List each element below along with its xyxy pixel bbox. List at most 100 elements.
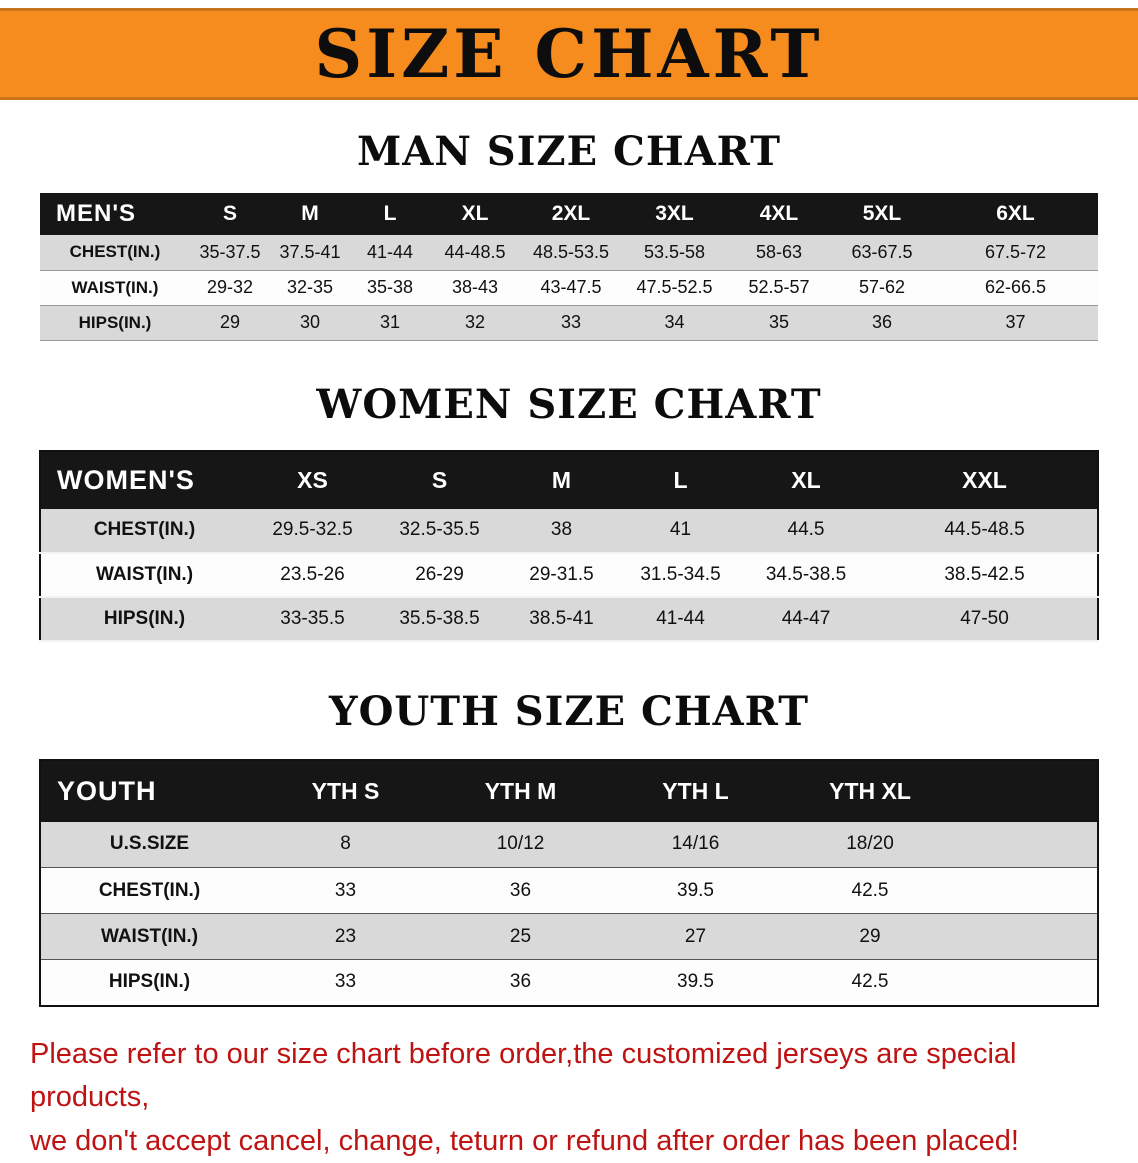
youth-hips-row: HIPS(IN.) 33 36 39.5 42.5 bbox=[40, 960, 1098, 1006]
size-cell: 27 bbox=[608, 914, 783, 960]
size-cell: 42.5 bbox=[783, 868, 1098, 914]
size-cell: 31 bbox=[350, 305, 430, 340]
size-cell: 29 bbox=[190, 305, 270, 340]
col-header-4xl: 4XL bbox=[727, 193, 831, 235]
col-header-l: L bbox=[621, 451, 740, 509]
col-header-m: M bbox=[502, 451, 621, 509]
title-banner: SIZE CHART bbox=[0, 8, 1138, 100]
size-cell: 43-47.5 bbox=[520, 270, 622, 305]
col-header-6xl: 6XL bbox=[933, 193, 1098, 235]
row-label-waist: WAIST(IN.) bbox=[40, 270, 190, 305]
size-cell: 63-67.5 bbox=[831, 235, 933, 270]
women-waist-row: WAIST(IN.) 23.5-26 26-29 29-31.5 31.5-34… bbox=[40, 553, 1098, 597]
women-chest-row: CHEST(IN.) 29.5-32.5 32.5-35.5 38 41 44.… bbox=[40, 509, 1098, 553]
size-cell: 8 bbox=[258, 822, 433, 868]
size-cell: 67.5-72 bbox=[933, 235, 1098, 270]
youth-size-table: YOUTH YTH S YTH M YTH L YTH XL U.S.SIZE … bbox=[39, 759, 1099, 1007]
size-cell: 47-50 bbox=[872, 597, 1098, 641]
col-header-l: L bbox=[350, 193, 430, 235]
men-hips-row: HIPS(IN.) 29 30 31 32 33 34 35 36 37 bbox=[40, 305, 1098, 340]
size-cell: 32 bbox=[430, 305, 520, 340]
size-cell: 32-35 bbox=[270, 270, 350, 305]
size-cell: 23 bbox=[258, 914, 433, 960]
row-label-chest: CHEST(IN.) bbox=[40, 868, 258, 914]
youth-header-row: YOUTH YTH S YTH M YTH L YTH XL bbox=[40, 760, 1098, 822]
col-header-3xl: 3XL bbox=[622, 193, 727, 235]
row-label-waist: WAIST(IN.) bbox=[40, 914, 258, 960]
size-cell: 52.5-57 bbox=[727, 270, 831, 305]
women-hips-row: HIPS(IN.) 33-35.5 35.5-38.5 38.5-41 41-4… bbox=[40, 597, 1098, 641]
col-header-yth-m: YTH M bbox=[433, 760, 608, 822]
size-cell: 38.5-41 bbox=[502, 597, 621, 641]
row-label-us-size: U.S.SIZE bbox=[40, 822, 258, 868]
size-cell: 33 bbox=[520, 305, 622, 340]
col-header-yth-xl: YTH XL bbox=[783, 760, 1098, 822]
women-table-label: WOMEN'S bbox=[40, 451, 248, 509]
size-cell: 34.5-38.5 bbox=[740, 553, 872, 597]
size-cell: 30 bbox=[270, 305, 350, 340]
size-cell: 57-62 bbox=[831, 270, 933, 305]
col-header-5xl: 5XL bbox=[831, 193, 933, 235]
size-cell: 39.5 bbox=[608, 960, 783, 1006]
col-header-yth-l: YTH L bbox=[608, 760, 783, 822]
men-header-row: MEN'S S M L XL 2XL 3XL 4XL 5XL 6XL bbox=[40, 193, 1098, 235]
size-cell: 10/12 bbox=[433, 822, 608, 868]
col-header-xl: XL bbox=[430, 193, 520, 235]
size-cell: 33 bbox=[258, 868, 433, 914]
size-cell: 37 bbox=[933, 305, 1098, 340]
size-cell: 44.5-48.5 bbox=[872, 509, 1098, 553]
size-cell: 48.5-53.5 bbox=[520, 235, 622, 270]
size-cell: 14/16 bbox=[608, 822, 783, 868]
size-cell: 41-44 bbox=[621, 597, 740, 641]
men-waist-row: WAIST(IN.) 29-32 32-35 35-38 38-43 43-47… bbox=[40, 270, 1098, 305]
size-cell: 31.5-34.5 bbox=[621, 553, 740, 597]
men-chest-row: CHEST(IN.) 35-37.5 37.5-41 41-44 44-48.5… bbox=[40, 235, 1098, 270]
col-header-yth-s: YTH S bbox=[258, 760, 433, 822]
women-header-row: WOMEN'S XS S M L XL XXL bbox=[40, 451, 1098, 509]
size-cell: 53.5-58 bbox=[622, 235, 727, 270]
women-size-table: WOMEN'S XS S M L XL XXL CHEST(IN.) 29.5-… bbox=[39, 450, 1099, 642]
size-cell: 33 bbox=[258, 960, 433, 1006]
size-cell: 26-29 bbox=[377, 553, 502, 597]
row-label-hips: HIPS(IN.) bbox=[40, 960, 258, 1006]
row-label-chest: CHEST(IN.) bbox=[40, 509, 248, 553]
size-cell: 29.5-32.5 bbox=[248, 509, 377, 553]
size-cell: 25 bbox=[433, 914, 608, 960]
size-cell: 39.5 bbox=[608, 868, 783, 914]
size-cell: 38 bbox=[502, 509, 621, 553]
disclaimer-note: Please refer to our size chart before or… bbox=[30, 1033, 1108, 1163]
col-header-xxl: XXL bbox=[872, 451, 1098, 509]
youth-ussize-row: U.S.SIZE 8 10/12 14/16 18/20 bbox=[40, 822, 1098, 868]
size-cell: 36 bbox=[433, 960, 608, 1006]
col-header-2xl: 2XL bbox=[520, 193, 622, 235]
size-cell: 29-31.5 bbox=[502, 553, 621, 597]
size-cell: 41 bbox=[621, 509, 740, 553]
men-size-table: MEN'S S M L XL 2XL 3XL 4XL 5XL 6XL CHEST… bbox=[40, 193, 1098, 341]
men-table-label: MEN'S bbox=[40, 193, 190, 235]
youth-waist-row: WAIST(IN.) 23 25 27 29 bbox=[40, 914, 1098, 960]
size-cell: 34 bbox=[622, 305, 727, 340]
row-label-chest: CHEST(IN.) bbox=[40, 235, 190, 270]
youth-section-heading: YOUTH SIZE CHART bbox=[0, 688, 1138, 735]
col-header-s: S bbox=[377, 451, 502, 509]
size-cell: 36 bbox=[433, 868, 608, 914]
size-cell: 41-44 bbox=[350, 235, 430, 270]
col-header-xs: XS bbox=[248, 451, 377, 509]
size-cell: 35 bbox=[727, 305, 831, 340]
size-cell: 47.5-52.5 bbox=[622, 270, 727, 305]
row-label-hips: HIPS(IN.) bbox=[40, 305, 190, 340]
women-section-heading: WOMEN SIZE CHART bbox=[0, 381, 1138, 428]
size-cell: 23.5-26 bbox=[248, 553, 377, 597]
men-section-heading: MAN SIZE CHART bbox=[0, 128, 1138, 175]
disclaimer-line-1: Please refer to our size chart before or… bbox=[30, 1033, 1108, 1120]
size-cell: 35-38 bbox=[350, 270, 430, 305]
size-cell: 29 bbox=[783, 914, 1098, 960]
size-cell: 29-32 bbox=[190, 270, 270, 305]
row-label-hips: HIPS(IN.) bbox=[40, 597, 248, 641]
size-cell: 32.5-35.5 bbox=[377, 509, 502, 553]
size-cell: 58-63 bbox=[727, 235, 831, 270]
col-header-xl: XL bbox=[740, 451, 872, 509]
size-cell: 62-66.5 bbox=[933, 270, 1098, 305]
size-cell: 42.5 bbox=[783, 960, 1098, 1006]
youth-table-label: YOUTH bbox=[40, 760, 258, 822]
